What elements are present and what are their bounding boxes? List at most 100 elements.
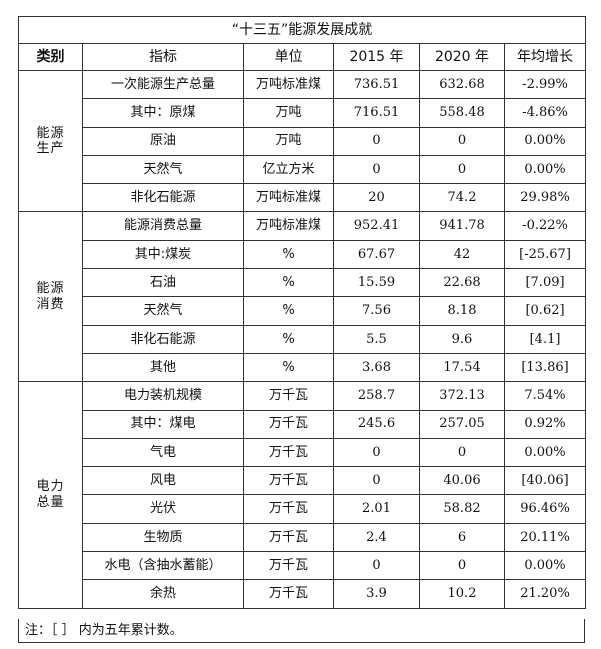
value-2015-cell: 736.51 — [333, 69, 420, 100]
unit-cell: 万千瓦 — [243, 579, 334, 609]
table-row: 其中:煤炭% 67.67 42 [-25.67] — [19, 239, 587, 270]
table-row: 电力 总量 电力装机规模 万千瓦 258.7 372.13 7.54% — [18, 381, 587, 609]
table-row: 余热 万千瓦 3.9 10.2 21.20% — [19, 579, 587, 609]
value-2020-cell: 42 — [419, 239, 505, 270]
table-row: 其中：煤电 万千瓦 245.6 257.05 0.92% — [19, 409, 587, 439]
value-2015-cell: 67.67 — [333, 239, 420, 270]
value-2020-cell: 40.06 — [419, 466, 505, 496]
header-unit: 单位 — [243, 43, 334, 71]
value-2015-cell: 0 — [333, 466, 420, 496]
growth-cell: 21.20% — [503, 579, 587, 609]
value-2015-cell: 0 — [333, 126, 420, 156]
indicator-cell: 风电 — [82, 466, 244, 496]
value-2015-cell: 952.41 — [333, 211, 420, 241]
header-category: 类别 — [18, 43, 83, 71]
growth-cell: 0.92% — [503, 409, 587, 439]
indicator-cell: 余热 — [82, 579, 244, 609]
value-2015-cell: 0 — [333, 551, 420, 581]
unit-cell: 万吨标准煤 — [243, 211, 334, 241]
header-2015: 2015 年 — [333, 43, 420, 71]
growth-cell: [0.62] — [503, 296, 587, 326]
indicator-cell: 生物质 — [82, 522, 244, 553]
table-row: 原油 万吨 0 0 0.00% — [19, 126, 587, 156]
indicator-cell: 石油 — [82, 268, 244, 298]
unit-cell: 万千瓦 — [243, 409, 334, 439]
growth-cell: -0.22% — [503, 211, 587, 241]
value-2015-cell: 716.51 — [333, 98, 420, 128]
unit-cell: % — [243, 324, 334, 354]
growth-cell: 20.11% — [503, 522, 587, 553]
value-2015-cell: 20 — [333, 183, 420, 213]
value-2020-cell: 74.2 — [419, 183, 505, 213]
growth-cell: -2.99% — [503, 69, 587, 100]
table-row: 能源 消费 能源消费总量 万吨标准煤 952.41 941.78 -0.22% — [18, 211, 587, 383]
table-row: 生物质 万千瓦 2.4 6 20.11% — [19, 522, 587, 553]
growth-cell: [40.06] — [503, 466, 587, 496]
value-2020-cell: 17.54 — [419, 352, 505, 383]
indicator-cell: 原油 — [82, 126, 244, 156]
value-2015-cell: 3.9 — [333, 579, 420, 609]
category-cell: 能源 生产 — [18, 69, 83, 213]
growth-cell: [7.09] — [503, 268, 587, 298]
energy-development-table: “十三五”能源发展成就 类别 指标 单位 2015 年 2020 年 年均增长 … — [17, 16, 587, 609]
unit-cell: 万千瓦 — [243, 466, 334, 496]
growth-cell: [13.86] — [503, 352, 587, 383]
value-2020-cell: 941.78 — [419, 211, 505, 241]
value-2020-cell: 257.05 — [419, 409, 505, 439]
value-2015-cell: 5.5 — [333, 324, 420, 354]
unit-cell: 万吨 — [243, 126, 334, 156]
unit-cell: 亿立方米 — [243, 154, 334, 185]
indicator-cell: 非化石能源 — [82, 324, 244, 354]
table-body: 能源 生产 一次能源生产总量 万吨标准煤 736.51 632.68 -2.99% 其中：原… — [18, 69, 587, 609]
header-annual-growth: 年均增长 — [503, 43, 587, 71]
growth-cell: 29.98% — [503, 183, 587, 213]
energy-table-container: “十三五”能源发展成就 类别 指标 单位 2015 年 2020 年 年均增长 … — [17, 16, 587, 609]
table-footnote: 注：［ ］ 内为五年累计数。 — [18, 619, 585, 643]
value-2020-cell: 22.68 — [419, 268, 505, 298]
table-row: 其中：原煤 万吨 716.51 558.48 -4.86% — [19, 98, 587, 128]
table-row: 非化石能源 万吨标准煤 20 74.2 29.98% — [19, 183, 587, 213]
growth-cell: 0.00% — [503, 551, 587, 581]
indicator-cell: 非化石能源 — [82, 183, 244, 213]
indicator-cell: 其中：原煤 — [82, 98, 244, 128]
category-cell: 能源 消费 — [18, 211, 83, 383]
indicator-cell: 能源消费总量 — [82, 211, 244, 241]
growth-cell: [4.1] — [503, 324, 587, 354]
value-2015-cell: 0 — [333, 437, 420, 468]
value-2015-cell: 7.56 — [333, 296, 420, 326]
table-row: 非化石能源% 5.5 9.6 [4.1] — [19, 324, 587, 354]
category-cell: 电力 总量 — [18, 381, 83, 609]
table-row: 天然气% 7.56 8.18 [0.62] — [19, 296, 587, 326]
table-title: “十三五”能源发展成就 — [17, 16, 587, 44]
value-2020-cell: 9.6 — [419, 324, 505, 354]
unit-cell: 万千瓦 — [243, 551, 334, 581]
value-2020-cell: 0 — [419, 437, 505, 468]
value-2020-cell: 0 — [419, 551, 505, 581]
value-2020-cell: 558.48 — [419, 98, 505, 128]
indicator-cell: 其中:煤炭 — [82, 239, 244, 270]
value-2015-cell: 258.7 — [333, 381, 420, 411]
value-2015-cell: 2.4 — [333, 522, 420, 553]
value-2015-cell: 2.01 — [333, 494, 420, 524]
growth-cell: [-25.67] — [503, 239, 587, 270]
table-row: 其他% 3.68 17.54 [13.86] — [19, 352, 587, 383]
unit-cell: 万吨标准煤 — [243, 69, 334, 100]
growth-cell: 0.00% — [503, 126, 587, 156]
indicator-cell: 其他 — [82, 352, 244, 383]
table-row: 光伏 万千瓦 2.01 58.82 96.46% — [19, 494, 587, 524]
value-2020-cell: 0 — [419, 154, 505, 185]
unit-cell: % — [243, 268, 334, 298]
indicator-cell: 电力装机规模 — [82, 381, 244, 411]
unit-cell: 万千瓦 — [243, 437, 334, 468]
value-2015-cell: 3.68 — [333, 352, 420, 383]
growth-cell: 0.00% — [503, 437, 587, 468]
value-2020-cell: 6 — [419, 522, 505, 553]
table-row: 气电 万千瓦 0 0 0.00% — [19, 437, 587, 468]
growth-cell: -4.86% — [503, 98, 587, 128]
table-row: 水电（含抽水蓄能） 万千瓦 0 0 0.00% — [19, 551, 587, 581]
unit-cell: 万千瓦 — [243, 494, 334, 524]
indicator-cell: 天然气 — [82, 296, 244, 326]
value-2015-cell: 15.59 — [333, 268, 420, 298]
value-2020-cell: 0 — [419, 126, 505, 156]
value-2020-cell: 632.68 — [419, 69, 505, 100]
